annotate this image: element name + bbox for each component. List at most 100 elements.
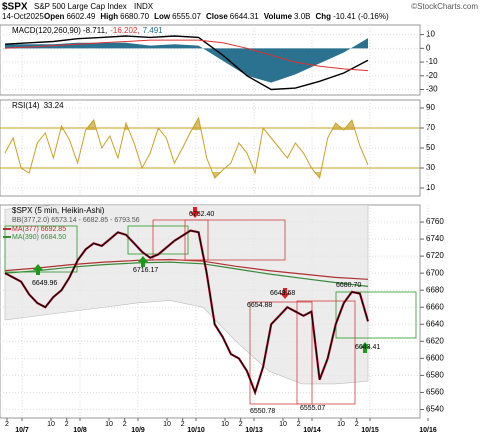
y-tick-label: 70	[426, 123, 435, 132]
y-tick-label: 6680	[426, 285, 444, 294]
annotation-box	[152, 219, 209, 261]
y-tick-label: 6640	[426, 319, 444, 328]
x-tick-label: 10	[105, 421, 113, 428]
macd-line	[4, 35, 369, 91]
quote-value: 6555.07	[172, 12, 201, 21]
legend-value: -8.711,	[83, 26, 107, 35]
x-tick-label: 10	[163, 421, 171, 428]
legend-entry: MA(390) 6684.50	[12, 234, 66, 241]
quote-value: 6680.70	[120, 12, 149, 21]
legend-value: 33.24	[44, 101, 65, 110]
y-tick-label: 6540	[426, 405, 444, 414]
x-tick-label: 10	[47, 421, 55, 428]
macd-plot	[4, 35, 369, 91]
price-annotation: 6716.17	[133, 267, 158, 274]
y-tick-label: 30	[426, 163, 435, 172]
y-tick-label: -30	[426, 85, 438, 94]
x-tick-label: 2	[239, 421, 243, 428]
x-tick-label: 2	[65, 421, 69, 428]
y-tick-label: 6600	[426, 353, 444, 362]
exchange: INDX	[134, 2, 154, 11]
rsi-line	[4, 116, 369, 180]
x-tick-label: 10/15	[361, 427, 379, 433]
annotation-box	[249, 301, 313, 405]
price-annotation: 6649.68	[270, 290, 295, 297]
y-tick-label: 6760	[426, 217, 444, 226]
x-tick-label: 2	[123, 421, 127, 428]
moving-average	[4, 261, 369, 287]
y-tick-label: 6740	[426, 234, 444, 243]
macd-line	[4, 39, 369, 72]
x-tick-label: 10/13	[245, 427, 263, 433]
y-tick-label: 6560	[426, 388, 444, 397]
bollinger-band	[4, 205, 369, 385]
quote-value: -10.41 (-0.16%)	[333, 12, 389, 21]
legend-entry: MA(377) 6692.85	[12, 226, 66, 233]
price-plot	[4, 205, 417, 405]
quote-label: Low	[154, 12, 171, 21]
x-tick-label: 10/10	[187, 427, 205, 433]
quote-label: Chg	[316, 12, 332, 21]
y-tick-label: -20	[426, 71, 438, 80]
quote-value: 6602.49	[66, 12, 95, 21]
quote-value: 3.0B	[294, 12, 310, 21]
price-annotation: 6550.78	[250, 408, 275, 415]
y-tick-label: 6580	[426, 371, 444, 380]
legend-value: -16.202,	[110, 26, 139, 35]
index-name: S&P 500 Large Cap Index	[34, 2, 127, 11]
y-tick-label: 0	[426, 43, 431, 52]
x-tick-label: 10/9	[131, 427, 145, 433]
quote-label: Close	[206, 12, 228, 21]
symbol: $SPX	[2, 2, 28, 13]
panel-title: MACD(120,260,90)	[12, 26, 81, 35]
y-tick-label: 6700	[426, 268, 444, 277]
x-tick-label: 2	[5, 421, 9, 428]
x-tick-label: 2	[355, 421, 359, 428]
macd-histogram	[5, 38, 368, 83]
y-tick-label: 10	[426, 183, 435, 192]
x-tick-label: 10/7	[15, 427, 29, 433]
price-annotation: 6555.07	[300, 405, 325, 412]
x-tick-label: 2	[181, 421, 185, 428]
x-tick-label: 10/14	[303, 427, 321, 433]
buy-arrow	[33, 264, 43, 275]
y-tick-label: 6620	[426, 336, 444, 345]
y-tick-label: 6720	[426, 251, 444, 260]
price-annotation: 6649.96	[32, 280, 57, 287]
quote-value: 6644.31	[230, 12, 259, 21]
y-tick-label: 50	[426, 143, 435, 152]
x-tick-label: 2	[297, 421, 301, 428]
y-tick-label: 90	[426, 103, 435, 112]
date: 14-Oct2025	[2, 12, 44, 21]
price-line	[4, 230, 369, 394]
x-tick-label: 10	[337, 421, 345, 428]
sell-arrow	[280, 288, 290, 299]
quote-label: High	[100, 12, 118, 21]
macd-frame	[0, 24, 421, 96]
price-annotation: 6752.40	[189, 211, 214, 218]
panel-title: $SPX (5 min, Heikin-Ashi)	[12, 206, 105, 215]
rsi-overbought-fill	[60, 118, 355, 130]
x-tick-label: 10	[221, 421, 229, 428]
x-tick-label: 10	[279, 421, 287, 428]
y-tick-label: 6660	[426, 302, 444, 311]
y-tick-label: -10	[426, 57, 438, 66]
buy-arrow	[360, 342, 370, 353]
price-annotation: 6680.70	[336, 282, 361, 289]
annotation-box	[296, 300, 356, 405]
quote-label: Volume	[264, 12, 293, 21]
band-legend: BB(377,2.0) 6573.14 - 6682.85 - 6793.56	[12, 217, 140, 224]
annotation-box	[4, 225, 78, 273]
price-annotation: 6654.88	[247, 302, 272, 309]
legend-value: 7.491	[143, 26, 164, 35]
credit: ©StockCharts.com	[411, 2, 478, 11]
quote-row: Open 6602.49 High 6680.70 Low 6555.07 Close 664…	[44, 12, 389, 21]
x-tick-label: 10/16	[419, 427, 437, 433]
buy-arrow	[138, 256, 148, 267]
annotation-box	[335, 291, 417, 339]
price-annotation: 6643.41	[355, 344, 380, 351]
x-tick-label: 10/8	[73, 427, 87, 433]
y-tick-label: 10	[426, 30, 435, 39]
quote-label: Open	[44, 12, 65, 21]
